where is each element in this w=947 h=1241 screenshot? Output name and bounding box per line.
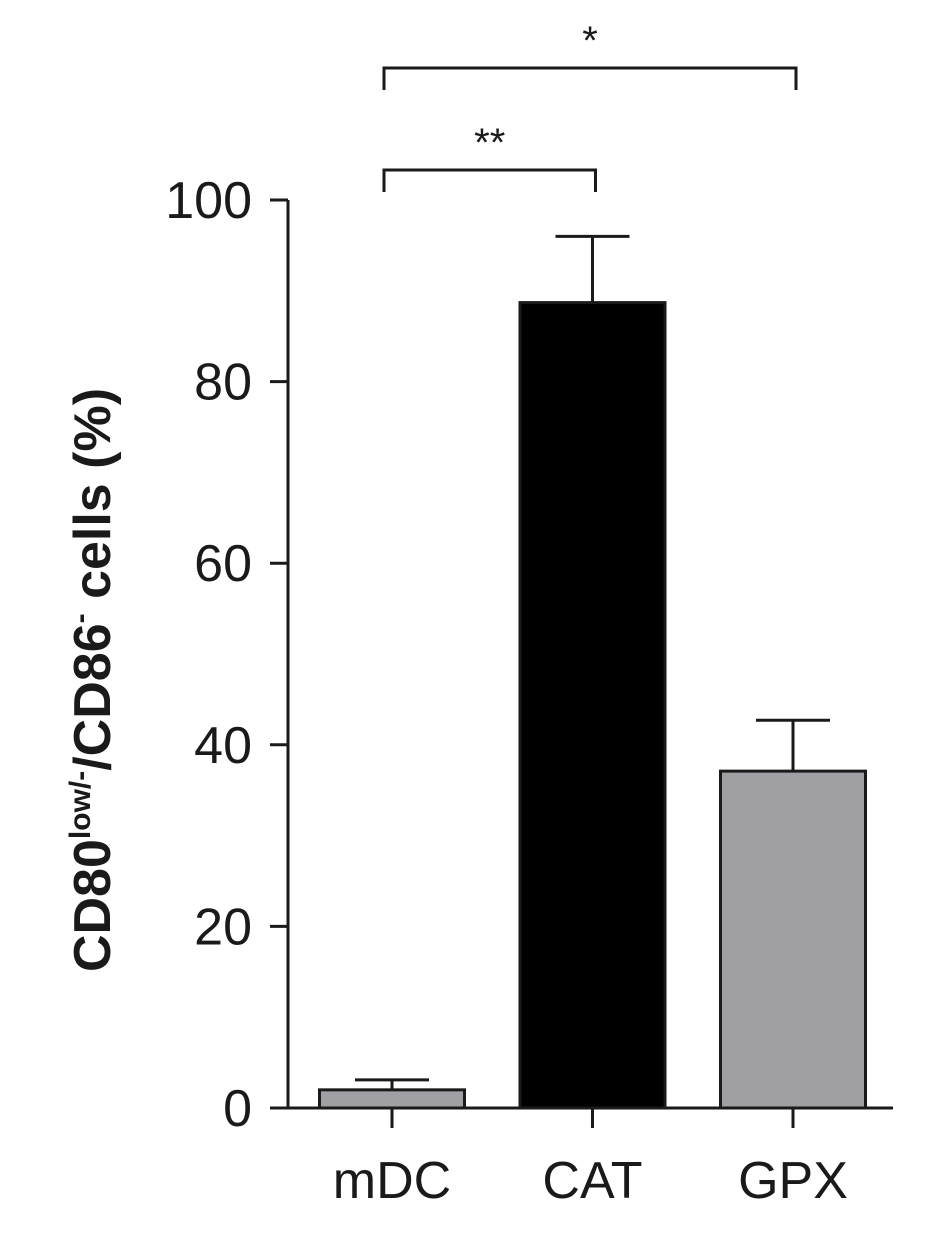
- y-label-part: CD80: [64, 839, 122, 972]
- significance-label: **: [474, 121, 505, 165]
- bar: [719, 769, 867, 1110]
- y-label-superscript: low/-: [64, 771, 97, 839]
- y-tick-label: 40: [194, 717, 252, 775]
- y-tick-label: 0: [223, 1080, 252, 1138]
- x-tick-label: mDC: [333, 1152, 451, 1210]
- y-tick-label: 80: [194, 354, 252, 412]
- y-axis-label: CD80low/-/CD86- cells (%): [64, 388, 122, 972]
- significance-bracket: [382, 168, 597, 192]
- y-tick-label: 20: [194, 898, 252, 956]
- y-tick-label: 100: [165, 172, 252, 230]
- y-label-part: cells (%): [64, 388, 122, 613]
- x-tick-label: CAT: [542, 1152, 642, 1210]
- y-label-part: /CD86: [64, 623, 122, 770]
- significance-bracket: [382, 66, 798, 90]
- y-label-superscript: -: [64, 613, 97, 623]
- bar: [318, 1088, 466, 1110]
- significance-label: *: [582, 19, 598, 63]
- bar: [518, 301, 667, 1110]
- y-tick-label: 60: [194, 535, 252, 593]
- x-tick-label: GPX: [738, 1152, 848, 1210]
